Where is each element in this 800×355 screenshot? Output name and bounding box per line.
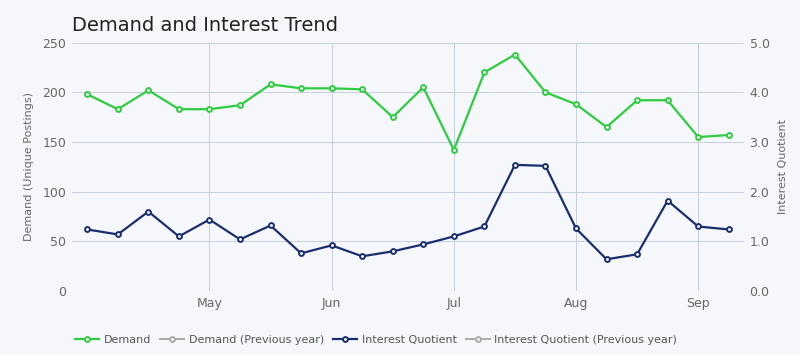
Y-axis label: Demand (Unique Postings): Demand (Unique Postings) [24, 92, 34, 241]
Demand [235, 103, 245, 107]
Interest Quotient [296, 251, 306, 256]
Interest Quotient [694, 224, 703, 229]
Y-axis label: Interest Quotient: Interest Quotient [778, 119, 788, 214]
Demand [663, 98, 673, 102]
Interest Quotient [479, 224, 489, 229]
Interest Quotient [541, 164, 550, 168]
Legend: Demand, Demand (Previous year), Interest Quotient, Interest Quotient (Previous y: Demand, Demand (Previous year), Interest… [70, 331, 682, 349]
Interest Quotient [632, 252, 642, 256]
Interest Quotient [663, 198, 673, 203]
Demand [541, 90, 550, 94]
Interest Quotient [510, 163, 520, 167]
Interest Quotient [449, 234, 458, 239]
Demand [694, 135, 703, 139]
Interest Quotient [358, 254, 367, 258]
Demand [82, 92, 92, 97]
Interest Quotient [724, 227, 734, 231]
Interest Quotient [143, 209, 153, 214]
Demand [113, 107, 122, 111]
Line: Interest Quotient: Interest Quotient [85, 163, 731, 262]
Interest Quotient [602, 257, 611, 261]
Demand [418, 85, 428, 89]
Interest Quotient [174, 234, 184, 239]
Interest Quotient [266, 223, 275, 228]
Interest Quotient [235, 237, 245, 241]
Interest Quotient [82, 227, 92, 231]
Demand [388, 115, 398, 119]
Demand [632, 98, 642, 102]
Demand [143, 88, 153, 92]
Demand [174, 107, 184, 111]
Demand [205, 107, 214, 111]
Demand [449, 148, 458, 152]
Interest Quotient [327, 243, 337, 247]
Interest Quotient [205, 217, 214, 222]
Interest Quotient [113, 232, 122, 236]
Demand [571, 102, 581, 106]
Demand [510, 53, 520, 57]
Demand [327, 86, 337, 91]
Interest Quotient [571, 226, 581, 231]
Line: Demand: Demand [85, 52, 731, 152]
Text: Demand and Interest Trend: Demand and Interest Trend [72, 16, 338, 36]
Demand [266, 82, 275, 87]
Interest Quotient [388, 249, 398, 253]
Demand [602, 125, 611, 129]
Demand [479, 70, 489, 75]
Interest Quotient [418, 242, 428, 246]
Demand [724, 133, 734, 137]
Demand [358, 87, 367, 92]
Demand [296, 86, 306, 91]
